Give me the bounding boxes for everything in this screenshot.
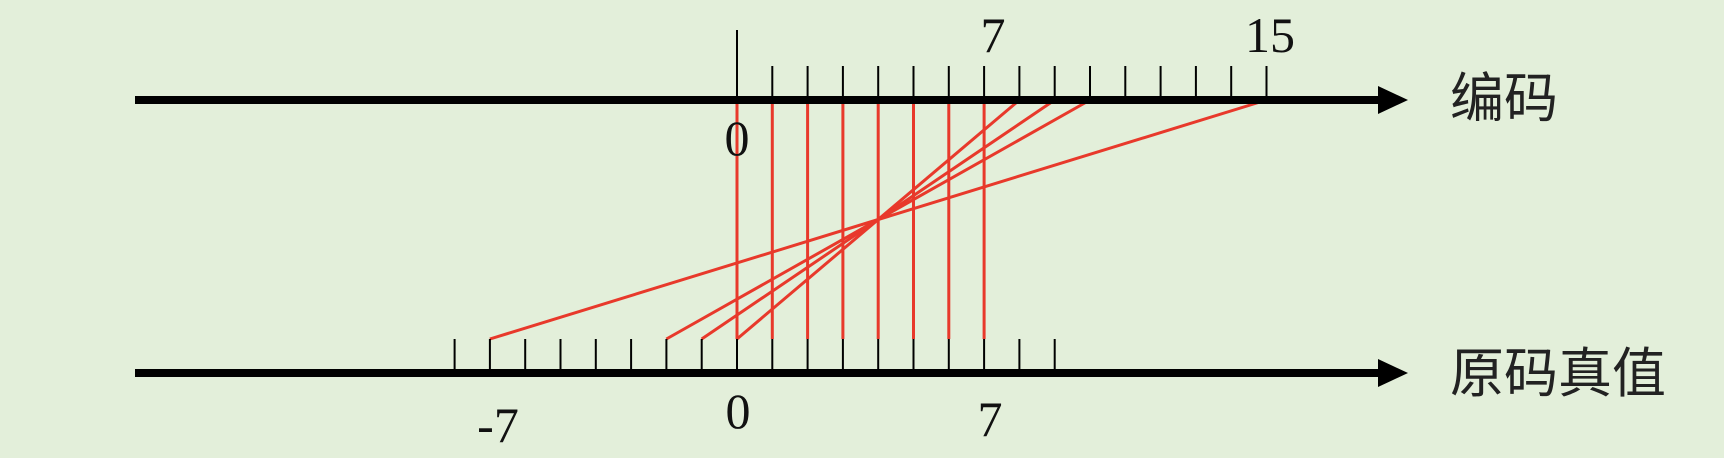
top-axis-arrowhead (1378, 86, 1408, 114)
bottom-tick-label-0: 0 (726, 383, 751, 439)
top-tick-label-0: 0 (725, 110, 750, 166)
top-tick-label-15: 15 (1245, 7, 1295, 63)
top-axis-ticks (736, 66, 1268, 100)
mapping-line-code-15 (489, 98, 1267, 341)
top-axis: 0 7 15 编码 (135, 7, 1558, 166)
bottom-tick-label-neg7: -7 (477, 397, 519, 453)
bottom-axis-arrowhead (1378, 359, 1408, 387)
mapping-lines (489, 98, 1267, 341)
top-tick-label-7: 7 (981, 7, 1006, 63)
bottom-axis-ticks (453, 339, 1056, 373)
top-axis-label: 编码 (1450, 67, 1558, 130)
bottom-axis-label: 原码真值 (1450, 342, 1666, 405)
bottom-axis: -7 0 7 原码真值 (135, 339, 1666, 453)
bottom-tick-label-7: 7 (978, 391, 1003, 447)
